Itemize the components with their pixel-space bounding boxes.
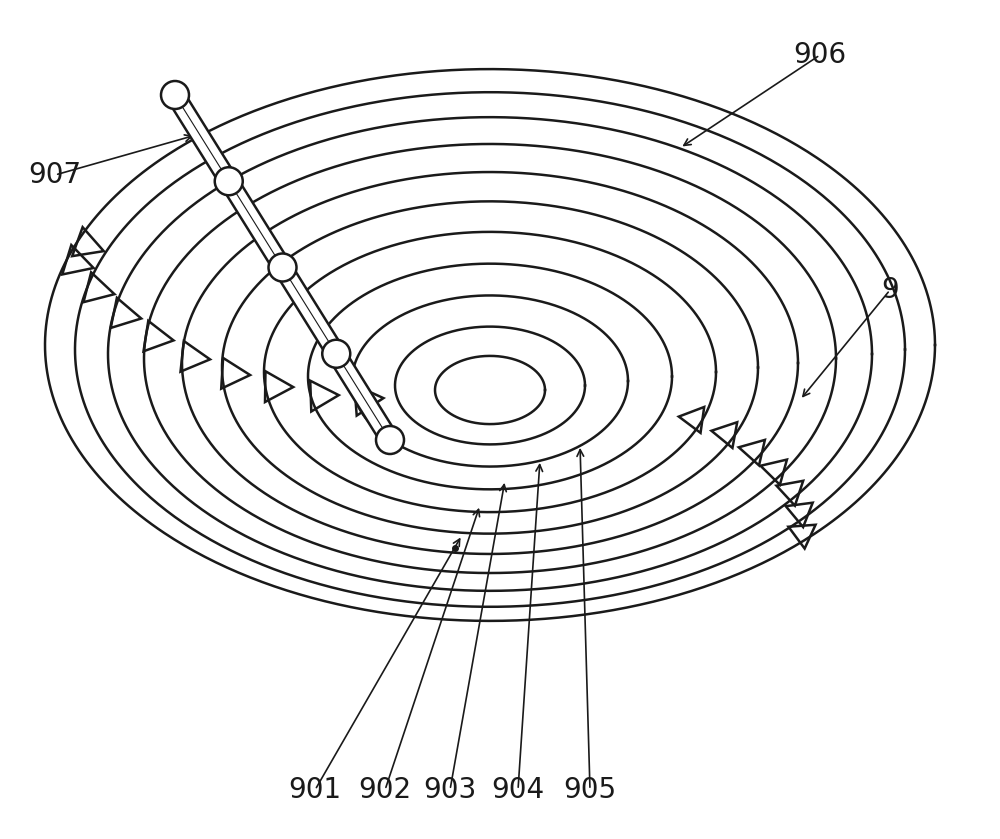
Text: 904: 904 <box>491 776 545 804</box>
Circle shape <box>161 81 189 109</box>
Text: 902: 902 <box>358 776 412 804</box>
Circle shape <box>322 340 350 367</box>
Polygon shape <box>167 91 398 445</box>
Text: 905: 905 <box>563 776 617 804</box>
Circle shape <box>215 167 243 195</box>
Circle shape <box>376 426 404 454</box>
Circle shape <box>268 253 296 282</box>
Text: 906: 906 <box>793 41 847 69</box>
Text: 907: 907 <box>28 161 82 189</box>
Text: 903: 903 <box>423 776 477 804</box>
Text: 9: 9 <box>881 276 899 304</box>
Text: 901: 901 <box>288 776 342 804</box>
